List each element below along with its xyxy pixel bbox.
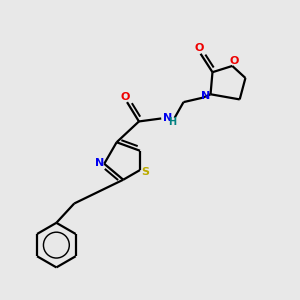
Text: N: N (201, 91, 210, 101)
Text: N: N (163, 112, 172, 123)
Text: O: O (229, 56, 239, 66)
Text: N: N (95, 158, 104, 168)
Text: S: S (141, 167, 149, 176)
Text: O: O (194, 44, 204, 53)
Text: O: O (121, 92, 130, 102)
Text: H: H (169, 117, 177, 127)
